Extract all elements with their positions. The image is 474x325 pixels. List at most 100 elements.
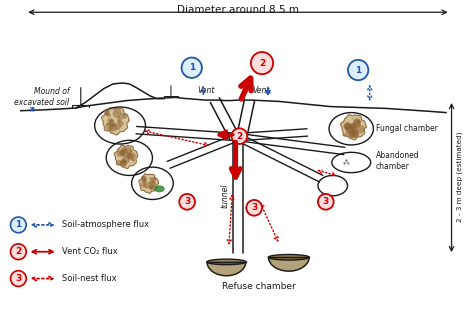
Circle shape	[118, 117, 122, 122]
Circle shape	[119, 125, 121, 127]
Circle shape	[345, 124, 351, 130]
Circle shape	[109, 124, 117, 132]
Circle shape	[356, 120, 361, 124]
Circle shape	[10, 271, 26, 286]
Circle shape	[179, 194, 195, 210]
Circle shape	[142, 176, 147, 181]
Text: 3: 3	[323, 197, 329, 206]
Polygon shape	[269, 257, 309, 271]
Circle shape	[347, 130, 356, 138]
Text: ⁂: ⁂	[343, 160, 350, 165]
Circle shape	[110, 119, 114, 123]
Text: Soil-atmosphere flux: Soil-atmosphere flux	[62, 220, 149, 229]
Circle shape	[109, 120, 115, 127]
Circle shape	[152, 186, 157, 190]
Circle shape	[121, 147, 127, 152]
Circle shape	[353, 124, 355, 125]
Circle shape	[344, 123, 351, 130]
Circle shape	[122, 156, 130, 163]
Circle shape	[358, 123, 360, 124]
Circle shape	[350, 123, 358, 131]
Circle shape	[350, 123, 356, 129]
Text: Vent: Vent	[252, 86, 270, 95]
Circle shape	[112, 123, 116, 127]
Text: 1: 1	[355, 66, 361, 74]
Circle shape	[349, 130, 356, 138]
Text: Fungal chamber: Fungal chamber	[376, 124, 438, 133]
Circle shape	[246, 200, 262, 216]
Circle shape	[353, 118, 361, 126]
Text: 1: 1	[15, 220, 21, 229]
Circle shape	[344, 122, 352, 130]
Circle shape	[121, 113, 127, 119]
Circle shape	[103, 109, 110, 116]
Circle shape	[141, 176, 146, 180]
Circle shape	[119, 150, 125, 156]
Circle shape	[149, 186, 152, 189]
Circle shape	[141, 179, 146, 184]
Circle shape	[120, 160, 127, 167]
Circle shape	[106, 113, 109, 116]
Circle shape	[143, 178, 147, 183]
Circle shape	[352, 118, 353, 120]
Circle shape	[106, 112, 109, 115]
Ellipse shape	[208, 259, 246, 265]
Circle shape	[146, 187, 147, 188]
Circle shape	[148, 186, 153, 189]
Text: 2: 2	[236, 132, 243, 141]
Polygon shape	[155, 186, 164, 192]
Text: Diameter around 8.5 m: Diameter around 8.5 m	[177, 5, 299, 15]
Text: 3: 3	[184, 197, 190, 206]
Polygon shape	[341, 115, 366, 140]
Circle shape	[132, 159, 135, 162]
Circle shape	[10, 244, 26, 260]
Circle shape	[113, 109, 122, 118]
Circle shape	[152, 181, 154, 184]
Text: 3: 3	[251, 203, 257, 212]
Polygon shape	[208, 262, 246, 276]
Circle shape	[114, 124, 120, 130]
Circle shape	[121, 160, 124, 163]
Circle shape	[117, 150, 124, 157]
Circle shape	[149, 180, 156, 187]
Circle shape	[10, 217, 26, 233]
Circle shape	[124, 147, 132, 155]
Circle shape	[149, 180, 150, 181]
Text: Refuse chamber: Refuse chamber	[222, 282, 296, 291]
Circle shape	[117, 120, 121, 124]
Text: tunnel: tunnel	[220, 184, 229, 208]
Circle shape	[128, 152, 131, 156]
Circle shape	[120, 159, 127, 166]
Circle shape	[121, 149, 128, 156]
Text: 1: 1	[189, 63, 195, 72]
Circle shape	[122, 156, 124, 157]
Circle shape	[144, 182, 150, 188]
Circle shape	[132, 158, 134, 160]
Polygon shape	[114, 145, 138, 168]
Circle shape	[107, 113, 111, 117]
Circle shape	[150, 189, 152, 190]
Text: 2 - 3 m deep (estimated): 2 - 3 m deep (estimated)	[456, 131, 463, 222]
Circle shape	[318, 194, 334, 210]
Polygon shape	[139, 174, 158, 193]
Circle shape	[116, 160, 121, 165]
Circle shape	[132, 160, 133, 162]
Polygon shape	[101, 108, 129, 135]
Circle shape	[251, 52, 273, 74]
Text: 2: 2	[15, 247, 21, 256]
Text: Vent: Vent	[197, 86, 214, 95]
Ellipse shape	[269, 254, 309, 260]
Circle shape	[350, 126, 357, 133]
Circle shape	[141, 183, 146, 188]
Circle shape	[231, 128, 247, 144]
Circle shape	[153, 177, 156, 180]
Circle shape	[126, 155, 129, 158]
Circle shape	[108, 118, 113, 123]
Circle shape	[106, 123, 114, 131]
Circle shape	[149, 184, 154, 189]
Text: Vent CO₂ flux: Vent CO₂ flux	[62, 247, 118, 256]
Circle shape	[129, 150, 133, 152]
Circle shape	[124, 160, 126, 162]
Circle shape	[123, 114, 125, 116]
Circle shape	[151, 177, 156, 182]
